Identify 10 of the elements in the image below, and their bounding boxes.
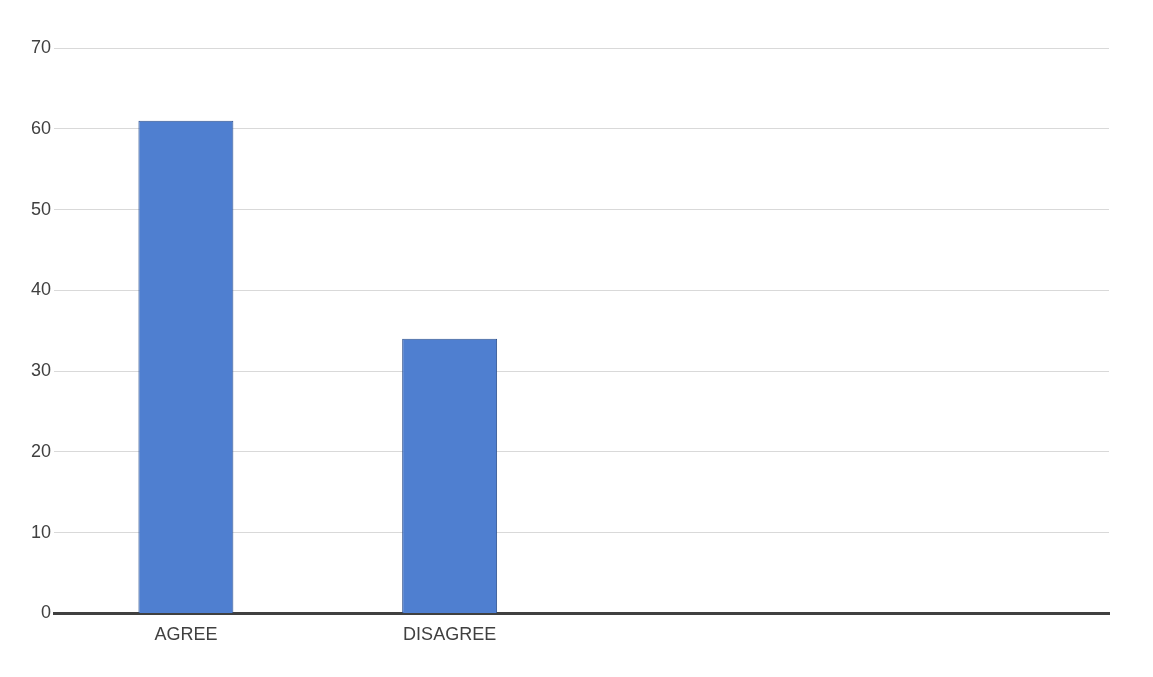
y-tick-label: 70 (30, 36, 52, 57)
x-tick-label: DISAGREE (403, 624, 497, 645)
x-tick-label: AGREE (154, 624, 218, 645)
y-tick-label: 40 (30, 279, 52, 300)
y-tick-label: 60 (30, 117, 52, 138)
y-tick-label: 30 (30, 360, 52, 381)
y-tick-label: 10 (30, 521, 52, 542)
y-tick-label: 20 (30, 440, 52, 461)
y-tick-label: 50 (30, 198, 52, 219)
y-tick-label: 0 (41, 602, 52, 623)
